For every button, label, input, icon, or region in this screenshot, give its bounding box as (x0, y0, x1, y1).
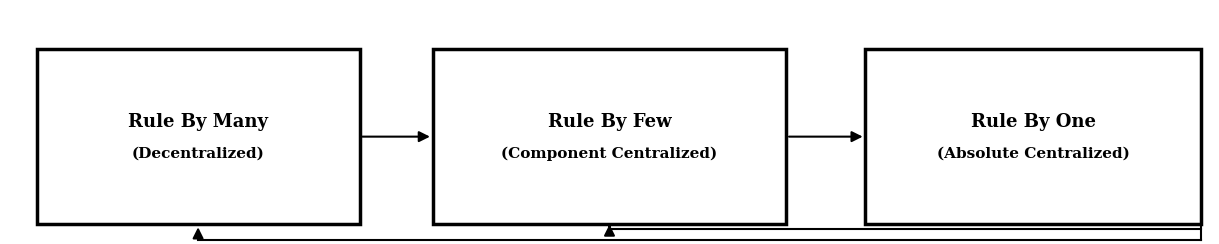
Text: Rule By Few: Rule By Few (547, 113, 672, 131)
FancyBboxPatch shape (433, 49, 786, 224)
FancyBboxPatch shape (37, 49, 360, 224)
Text: (Decentralized): (Decentralized) (132, 147, 265, 161)
Text: (Component Centralized): (Component Centralized) (501, 147, 718, 161)
Text: Rule By Many: Rule By Many (128, 113, 268, 131)
Text: Rule By One: Rule By One (970, 113, 1096, 131)
FancyBboxPatch shape (865, 49, 1201, 224)
Text: (Absolute Centralized): (Absolute Centralized) (936, 147, 1130, 161)
